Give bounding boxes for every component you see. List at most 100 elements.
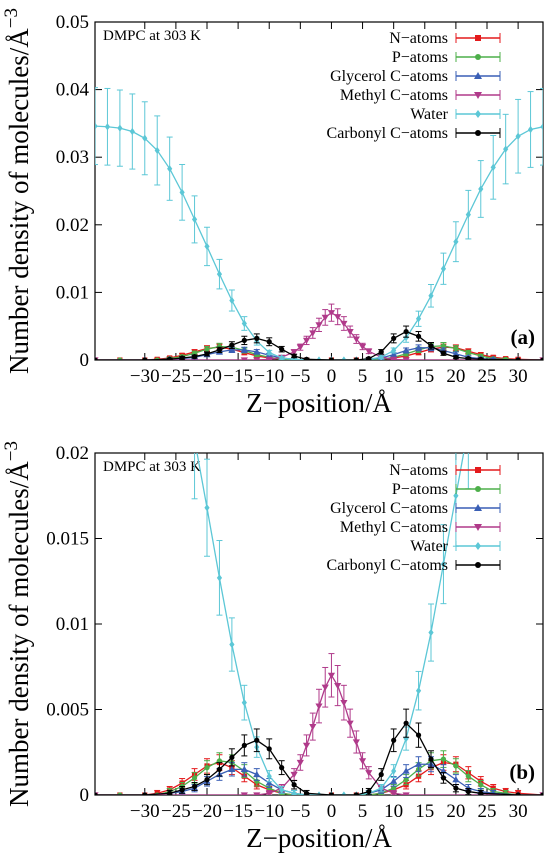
x-tick-label: −15 [223,366,253,387]
series-3 [95,653,543,795]
data-point [240,765,248,772]
panel-b: −30 −25 −20 −15 −10 −5 0 5 10 15 20 25 3000.0050.010… [1,205,544,853]
data-point [403,329,409,335]
legend-label: N−atoms [389,30,448,47]
data-point [290,349,298,356]
data-point [154,146,160,155]
data-point [453,785,459,791]
data-point [117,124,123,132]
y-axis-label-exponent: −3 [1,441,22,461]
data-point [352,336,360,343]
data-point [279,346,285,352]
data-point [204,777,210,783]
y-tick-label: 0.01 [56,614,89,635]
data-point [478,790,484,795]
legend: N−atoms P−atoms Glycerol C−atoms Methyl C−a… [327,462,501,574]
data-point [378,784,384,792]
data-point [346,720,354,727]
y-tick-label: 0.005 [46,700,89,721]
data-point [391,767,397,775]
data-point [540,792,543,795]
legend-label: Carbonyl C−atoms [327,125,448,142]
data-point [516,225,521,232]
data-point [515,132,521,140]
x-tick-label: 30 [509,366,528,387]
data-point [465,773,471,779]
data-point [540,357,543,360]
data-point [390,777,398,784]
data-point [402,792,410,795]
data-point [378,771,384,778]
y-axis-label-exponent: −3 [1,8,22,28]
data-point [391,335,397,341]
legend-label: P−atoms [392,481,448,498]
data-point [453,354,459,360]
series-4 [95,87,543,360]
data-point [503,258,508,265]
legend-marker [475,54,481,60]
x-tick-label: −30 [130,366,160,387]
data-point [358,758,367,765]
x-tick-label: −10 [254,801,284,822]
data-point [117,205,122,212]
data-point [316,791,322,795]
x-tick-label: 10 [384,366,403,387]
x-tick-label: 25 [478,801,497,822]
data-point [309,724,317,731]
data-point [453,492,459,500]
data-point [528,208,533,215]
data-point [265,790,273,795]
x-tick-label: 30 [509,801,528,822]
data-point [204,765,210,771]
data-point [253,348,261,355]
data-point [315,322,323,329]
y-tick-label: 0.04 [56,80,90,101]
data-point [229,296,235,305]
data-point [167,790,173,795]
data-point [527,125,534,134]
data-point [327,672,336,679]
data-point [341,356,347,360]
data-point [266,348,272,357]
data-point [428,756,434,762]
data-point [192,436,197,443]
y-tick-label: 0.015 [46,529,89,550]
series-line [95,347,543,360]
data-point [155,261,160,268]
data-point [241,699,247,707]
data-point [95,357,98,360]
data-point [402,346,410,354]
legend-label: Glycerol C−atoms [330,68,448,85]
data-point [216,758,223,764]
data-point [279,354,285,360]
data-point [453,238,459,246]
data-point [341,791,347,795]
data-point [321,314,329,322]
legend-label: N−atoms [389,462,448,479]
data-point [440,350,447,356]
x-tick-label: 0 [327,366,337,387]
legend-marker [475,110,481,118]
x-tick-label: 20 [446,366,465,387]
x-tick-label: 20 [446,801,465,822]
legend-marker [475,467,481,473]
data-point [328,357,335,360]
data-point [253,357,261,360]
data-point [515,792,521,795]
data-point [540,123,543,131]
y-tick-label: 0.01 [56,282,89,303]
panel-label: (b) [509,760,535,784]
data-point [340,320,348,328]
data-point [191,215,198,223]
data-point [309,330,317,337]
x-tick-label: −10 [254,366,284,387]
data-point [291,782,297,788]
data-point [391,346,397,355]
legend-marker [475,562,481,568]
legend-label: Methyl C−atoms [340,87,448,104]
y-tick-label: 0.02 [56,443,89,464]
data-point [452,350,460,357]
data-point [142,792,148,795]
data-point [415,315,422,323]
data-point [241,319,247,328]
